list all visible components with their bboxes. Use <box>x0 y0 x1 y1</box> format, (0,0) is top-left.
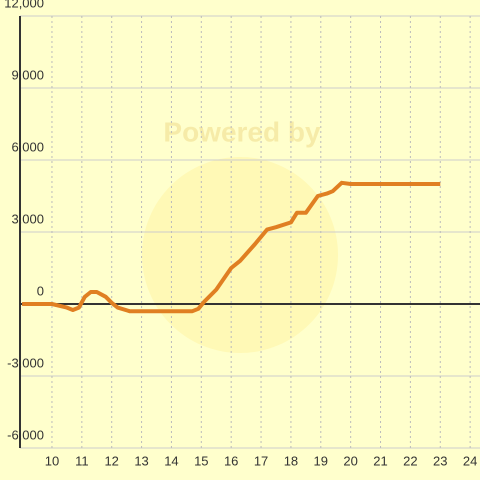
y-tick-label: 9,000 <box>11 67 44 82</box>
x-tick-label: 16 <box>224 453 238 468</box>
y-tick-label: -6,000 <box>7 427 44 442</box>
x-tick-label: 10 <box>45 453 59 468</box>
x-tick-label: 22 <box>403 453 417 468</box>
x-tick-label: 12 <box>104 453 118 468</box>
y-tick-label: 12,000 <box>4 0 44 10</box>
line <box>22 180 441 314</box>
x-tick-label: 21 <box>373 453 387 468</box>
watermark: Powered by <box>163 116 321 147</box>
y-tick-label: 3,000 <box>11 211 44 226</box>
x-tick-label: 20 <box>343 453 357 468</box>
x-tick-label: 15 <box>194 453 208 468</box>
x-tick-label: 24 <box>463 453 477 468</box>
x-tick-label: 14 <box>164 453 178 468</box>
x-tick-label: 19 <box>314 453 328 468</box>
x-tick-label: 18 <box>284 453 298 468</box>
x-tick-label: 11 <box>75 453 89 468</box>
y-tick-label: -3,000 <box>7 355 44 370</box>
x-tick-label: 13 <box>134 453 148 468</box>
x-tick-label: 23 <box>433 453 447 468</box>
y-tick-label: 0 <box>37 283 44 298</box>
y-tick-label: 6,000 <box>11 139 44 154</box>
x-tick-label: 17 <box>254 453 268 468</box>
